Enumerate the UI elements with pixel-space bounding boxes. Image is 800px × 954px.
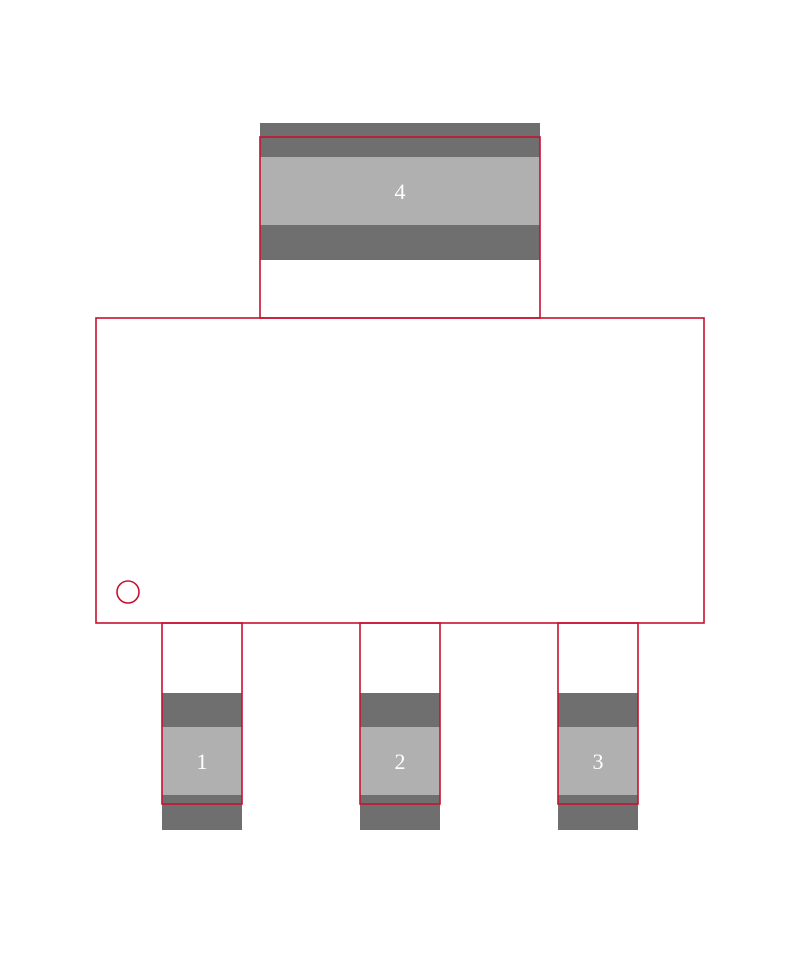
pin-label-3: 3 [593,749,604,774]
pin-label-2: 2 [395,749,406,774]
footprint-diagram: 4 1 2 3 [0,0,800,954]
footprint-svg: 4 1 2 3 [0,0,800,954]
pin-label-1: 1 [197,749,208,774]
pin-label-4: 4 [395,179,406,204]
